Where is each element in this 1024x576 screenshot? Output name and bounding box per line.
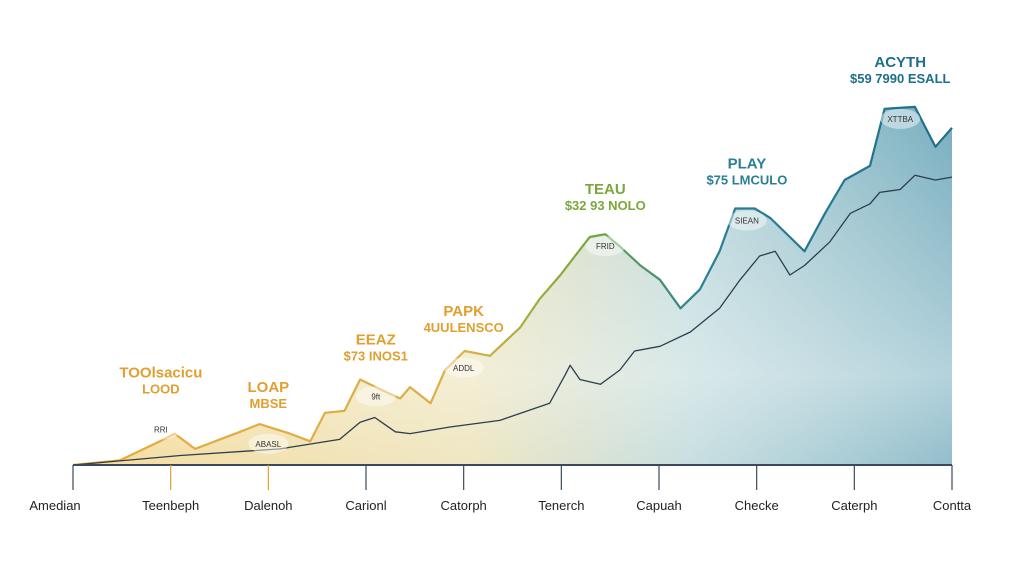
- annotation-bubble-text: SIEAN: [735, 217, 759, 226]
- annotation: FRID TEAU$32 93 NOLO: [565, 181, 646, 257]
- annotation-value: $32 93 NOLO: [565, 198, 646, 213]
- x-tick-label: Checke: [735, 498, 779, 513]
- annotation-title: LOAP: [247, 379, 289, 396]
- annotation-bubble: [355, 386, 396, 407]
- annotation-value: LOOD: [142, 382, 180, 397]
- upper-series-line: [72, 105, 953, 467]
- annotation: SIEAN PLAY$75 LMCULO: [706, 156, 787, 231]
- annotation-bubble: [248, 433, 289, 454]
- annotation-value: 4UULENSCO: [424, 320, 504, 335]
- x-tick-label: Contta: [933, 498, 972, 513]
- annotation-bubble: [726, 210, 767, 231]
- annotation-bubble: [880, 108, 921, 129]
- upper-area-fade: [73, 106, 952, 466]
- x-tick-label: Tenerch: [538, 498, 584, 513]
- annotation-value: $75 LMCULO: [706, 173, 787, 188]
- annotation: XTTBA ACYTH$59 7990 ESALL: [850, 54, 951, 129]
- annotation-bubble: [443, 357, 484, 378]
- annotation-title: EEAZ: [356, 331, 396, 348]
- annotation-title: PLAY: [728, 156, 767, 173]
- annotation-bubble-text: FRID: [596, 242, 615, 251]
- annotation-bubble-text: XTTBA: [887, 115, 913, 124]
- annotation-title: ACYTH: [874, 54, 926, 71]
- annotation-value: $73 INOS1: [344, 348, 408, 363]
- annotation-bubble: [585, 236, 626, 257]
- annotation-bubble: [140, 419, 181, 440]
- x-tick-label: Amedian: [29, 498, 80, 513]
- annotation-bubble-text: 9ft: [371, 392, 381, 401]
- annotation-bubble-text: ABASL: [255, 440, 281, 449]
- x-tick-label: Carionl: [345, 498, 386, 513]
- annotation-title: PAPK: [443, 303, 484, 320]
- annotation-title: TOOlsacicu: [119, 365, 202, 382]
- lower-series-line: [72, 174, 953, 466]
- x-tick-label: Dalenoh: [244, 498, 292, 513]
- annotation-bubble-text: RRI: [154, 426, 168, 435]
- annotation-value: MBSE: [250, 396, 288, 411]
- annotation: 9ft EEAZ$73 INOS1: [344, 331, 408, 407]
- annotation-value: $59 7990 ESALL: [850, 71, 951, 86]
- x-tick-label: Catorph: [441, 498, 487, 513]
- x-tick-label: Capuah: [636, 498, 682, 513]
- annotation-title: TEAU: [585, 181, 626, 198]
- x-tick-label: Caterph: [831, 498, 877, 513]
- x-tick-label: Teenbeph: [142, 498, 199, 513]
- annotation-bubble-text: ADDL: [453, 364, 475, 373]
